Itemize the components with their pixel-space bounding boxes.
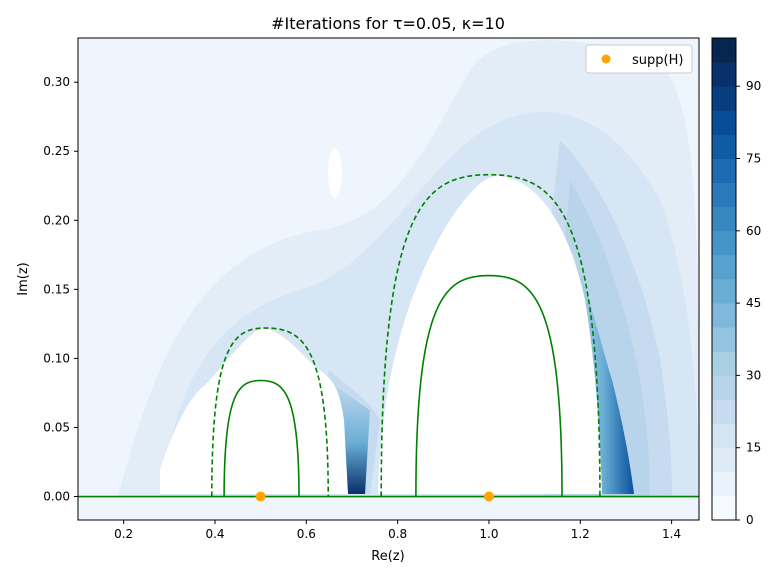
colorbar-segment <box>712 158 736 183</box>
colorbar-tick-label: 0 <box>746 513 754 527</box>
colorbar-segment <box>712 110 736 135</box>
x-tick-label: 0.8 <box>388 527 407 541</box>
dashed-contour <box>210 327 330 497</box>
y-tick-label: 0.25 <box>43 144 70 158</box>
y-tick-label: 0.00 <box>43 490 70 504</box>
colorbar-tick-label: 90 <box>746 79 761 93</box>
colorbar-segment <box>712 447 736 473</box>
y-axis-label: Im(z) <box>16 262 31 295</box>
x-tick-label: 0.2 <box>114 527 133 541</box>
colorbar-tick-label: 45 <box>746 296 761 310</box>
x-tick-label: 1.4 <box>662 527 681 541</box>
colorbar-segment <box>712 206 736 232</box>
heatmap-band-5 <box>572 250 634 494</box>
legend-label: supp(H) <box>632 53 683 68</box>
solid-contour <box>223 379 300 497</box>
x-tick-label: 0.4 <box>205 527 224 541</box>
solid-contour <box>415 274 563 497</box>
x-axis-label: Re(z) <box>371 549 404 564</box>
colorbar-segment <box>712 399 736 424</box>
legend: supp(H) <box>585 44 693 74</box>
colorbar-segment <box>712 423 736 449</box>
support-point <box>483 491 494 502</box>
dashed-contour <box>380 173 601 497</box>
colorbar-segment <box>712 303 736 328</box>
marker-layer <box>255 491 494 502</box>
colorbar-segment <box>712 254 736 280</box>
colorbar-tick-label: 30 <box>746 368 761 382</box>
colorbar-segment <box>712 279 736 304</box>
colorbar-segment <box>712 375 736 400</box>
legend-box <box>585 44 693 74</box>
colorbar-tick-label: 15 <box>746 441 761 455</box>
y-tick-label: 0.10 <box>43 351 70 365</box>
colorbar-segment <box>712 38 736 63</box>
legend-marker <box>601 54 611 64</box>
colorbar-segment <box>712 62 736 87</box>
x-tick-label: 1.2 <box>571 527 590 541</box>
y-tick-label: 0.05 <box>43 420 70 434</box>
colorbar-segment <box>712 471 736 497</box>
white-region-right <box>378 175 602 494</box>
y-tick-label: 0.20 <box>43 213 70 227</box>
colorbar-segment <box>712 86 736 111</box>
heatmap-blank-spot <box>328 148 342 198</box>
colorbar-tick-label: 75 <box>746 152 761 166</box>
contour-layer <box>78 173 699 498</box>
x-tick-label: 0.6 <box>297 527 316 541</box>
x-tick-label: 1.0 <box>479 527 498 541</box>
colorbar-segment <box>712 327 736 352</box>
support-point <box>255 491 266 502</box>
colorbar-segment <box>712 134 736 159</box>
y-tick-label: 0.30 <box>43 75 70 89</box>
y-tick-label: 0.15 <box>43 282 70 296</box>
plot-frame <box>77 37 700 521</box>
colorbar-frame <box>711 37 737 521</box>
y-axis: 0.00 0.05 0.10 0.15 0.20 0.25 0.30 <box>43 75 78 504</box>
colorbar-tick-label: 60 <box>746 224 761 238</box>
colorbar-segment <box>712 230 736 256</box>
white-region-left <box>160 328 348 494</box>
colorbar-segment <box>712 351 736 376</box>
heatmap-area <box>78 38 699 520</box>
x-axis: 0.2 0.4 0.6 0.8 1.0 1.2 1.4 <box>114 520 681 541</box>
colorbar: 0 15 30 45 60 75 90 <box>711 37 761 527</box>
colorbar-segment <box>712 495 736 521</box>
chart-title: #Iterations for τ=0.05, κ=10 <box>271 14 505 33</box>
colorbar-segment <box>712 182 736 208</box>
